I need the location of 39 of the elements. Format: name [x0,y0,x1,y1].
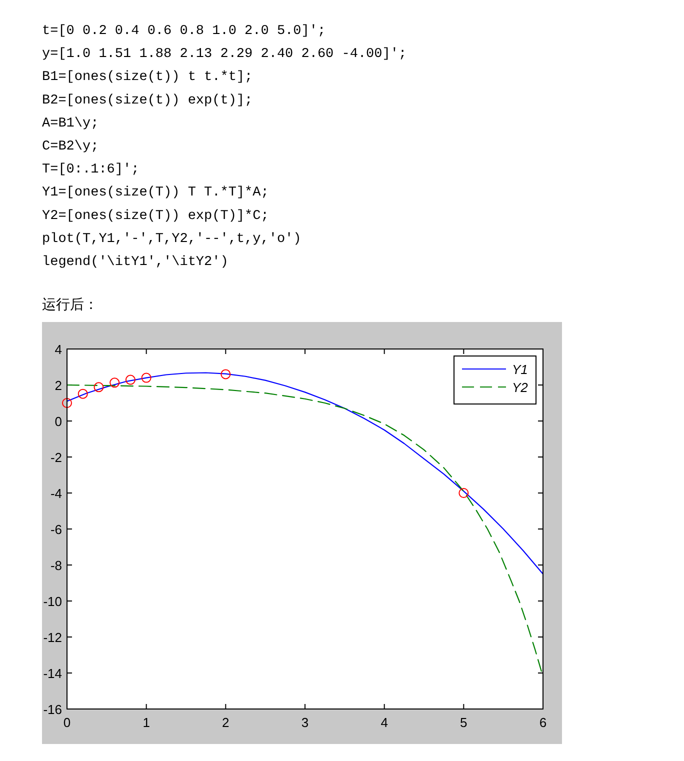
point [125,374,136,385]
y-tick-label: -8 [50,558,62,573]
point [220,369,231,380]
y-tick-label: -4 [50,486,62,501]
text: plot(T,Y1,'-',T,Y2,'--',t,y,'o') [42,232,302,247]
y-tick-label: -2 [50,450,62,465]
y-tick-label: -16 [43,702,62,717]
x-tick-label: 2 [222,715,230,730]
text: Y2=[ones(size(T)) exp(T)]*C; [42,208,269,224]
text: 运行后： [42,297,98,313]
x-tick-label: 5 [460,715,468,730]
y-tick-label: -10 [43,594,62,609]
point [110,378,120,388]
y-tick-label: -14 [43,666,62,681]
point [78,388,88,399]
point [141,372,152,383]
y-tick-label: -12 [43,630,62,645]
point [458,488,469,498]
y-tick-label: -6 [50,522,62,537]
text: t=[0 0.2 0.4 0.6 0.8 1.0 2.0 5.0]'; [42,24,326,39]
text: T=[0:.1:6]'; [42,162,140,178]
y-tick-label: 2 [54,378,62,393]
x-tick-label: 4 [380,715,388,730]
point [62,398,72,408]
x-tick-label: 3 [301,715,309,730]
text: A=B1\y; [42,116,99,132]
text: B1=[ones(size(t)) t t.*t]; [42,70,253,86]
point [94,382,104,392]
text: legend('\itY1','\itY2') [42,255,228,270]
x-tick-label: 6 [539,715,547,730]
y-tick-label: 4 [54,342,62,357]
text: y=[1.0 1.51 1.88 2.13 2.29 2.40 2.60 -4.00]'; [42,47,407,62]
text: B2=[ones(size(t)) exp(t)]; [42,93,253,108]
legend-label: Y1 [512,362,528,377]
text: Y1=[ones(size(T)) T T.*T]*A; [42,186,269,201]
legend-label: Y2 [512,380,529,395]
y-tick-label: 0 [54,414,62,429]
x-tick-label: 1 [142,715,150,730]
text: C=B2\y; [42,140,99,154]
